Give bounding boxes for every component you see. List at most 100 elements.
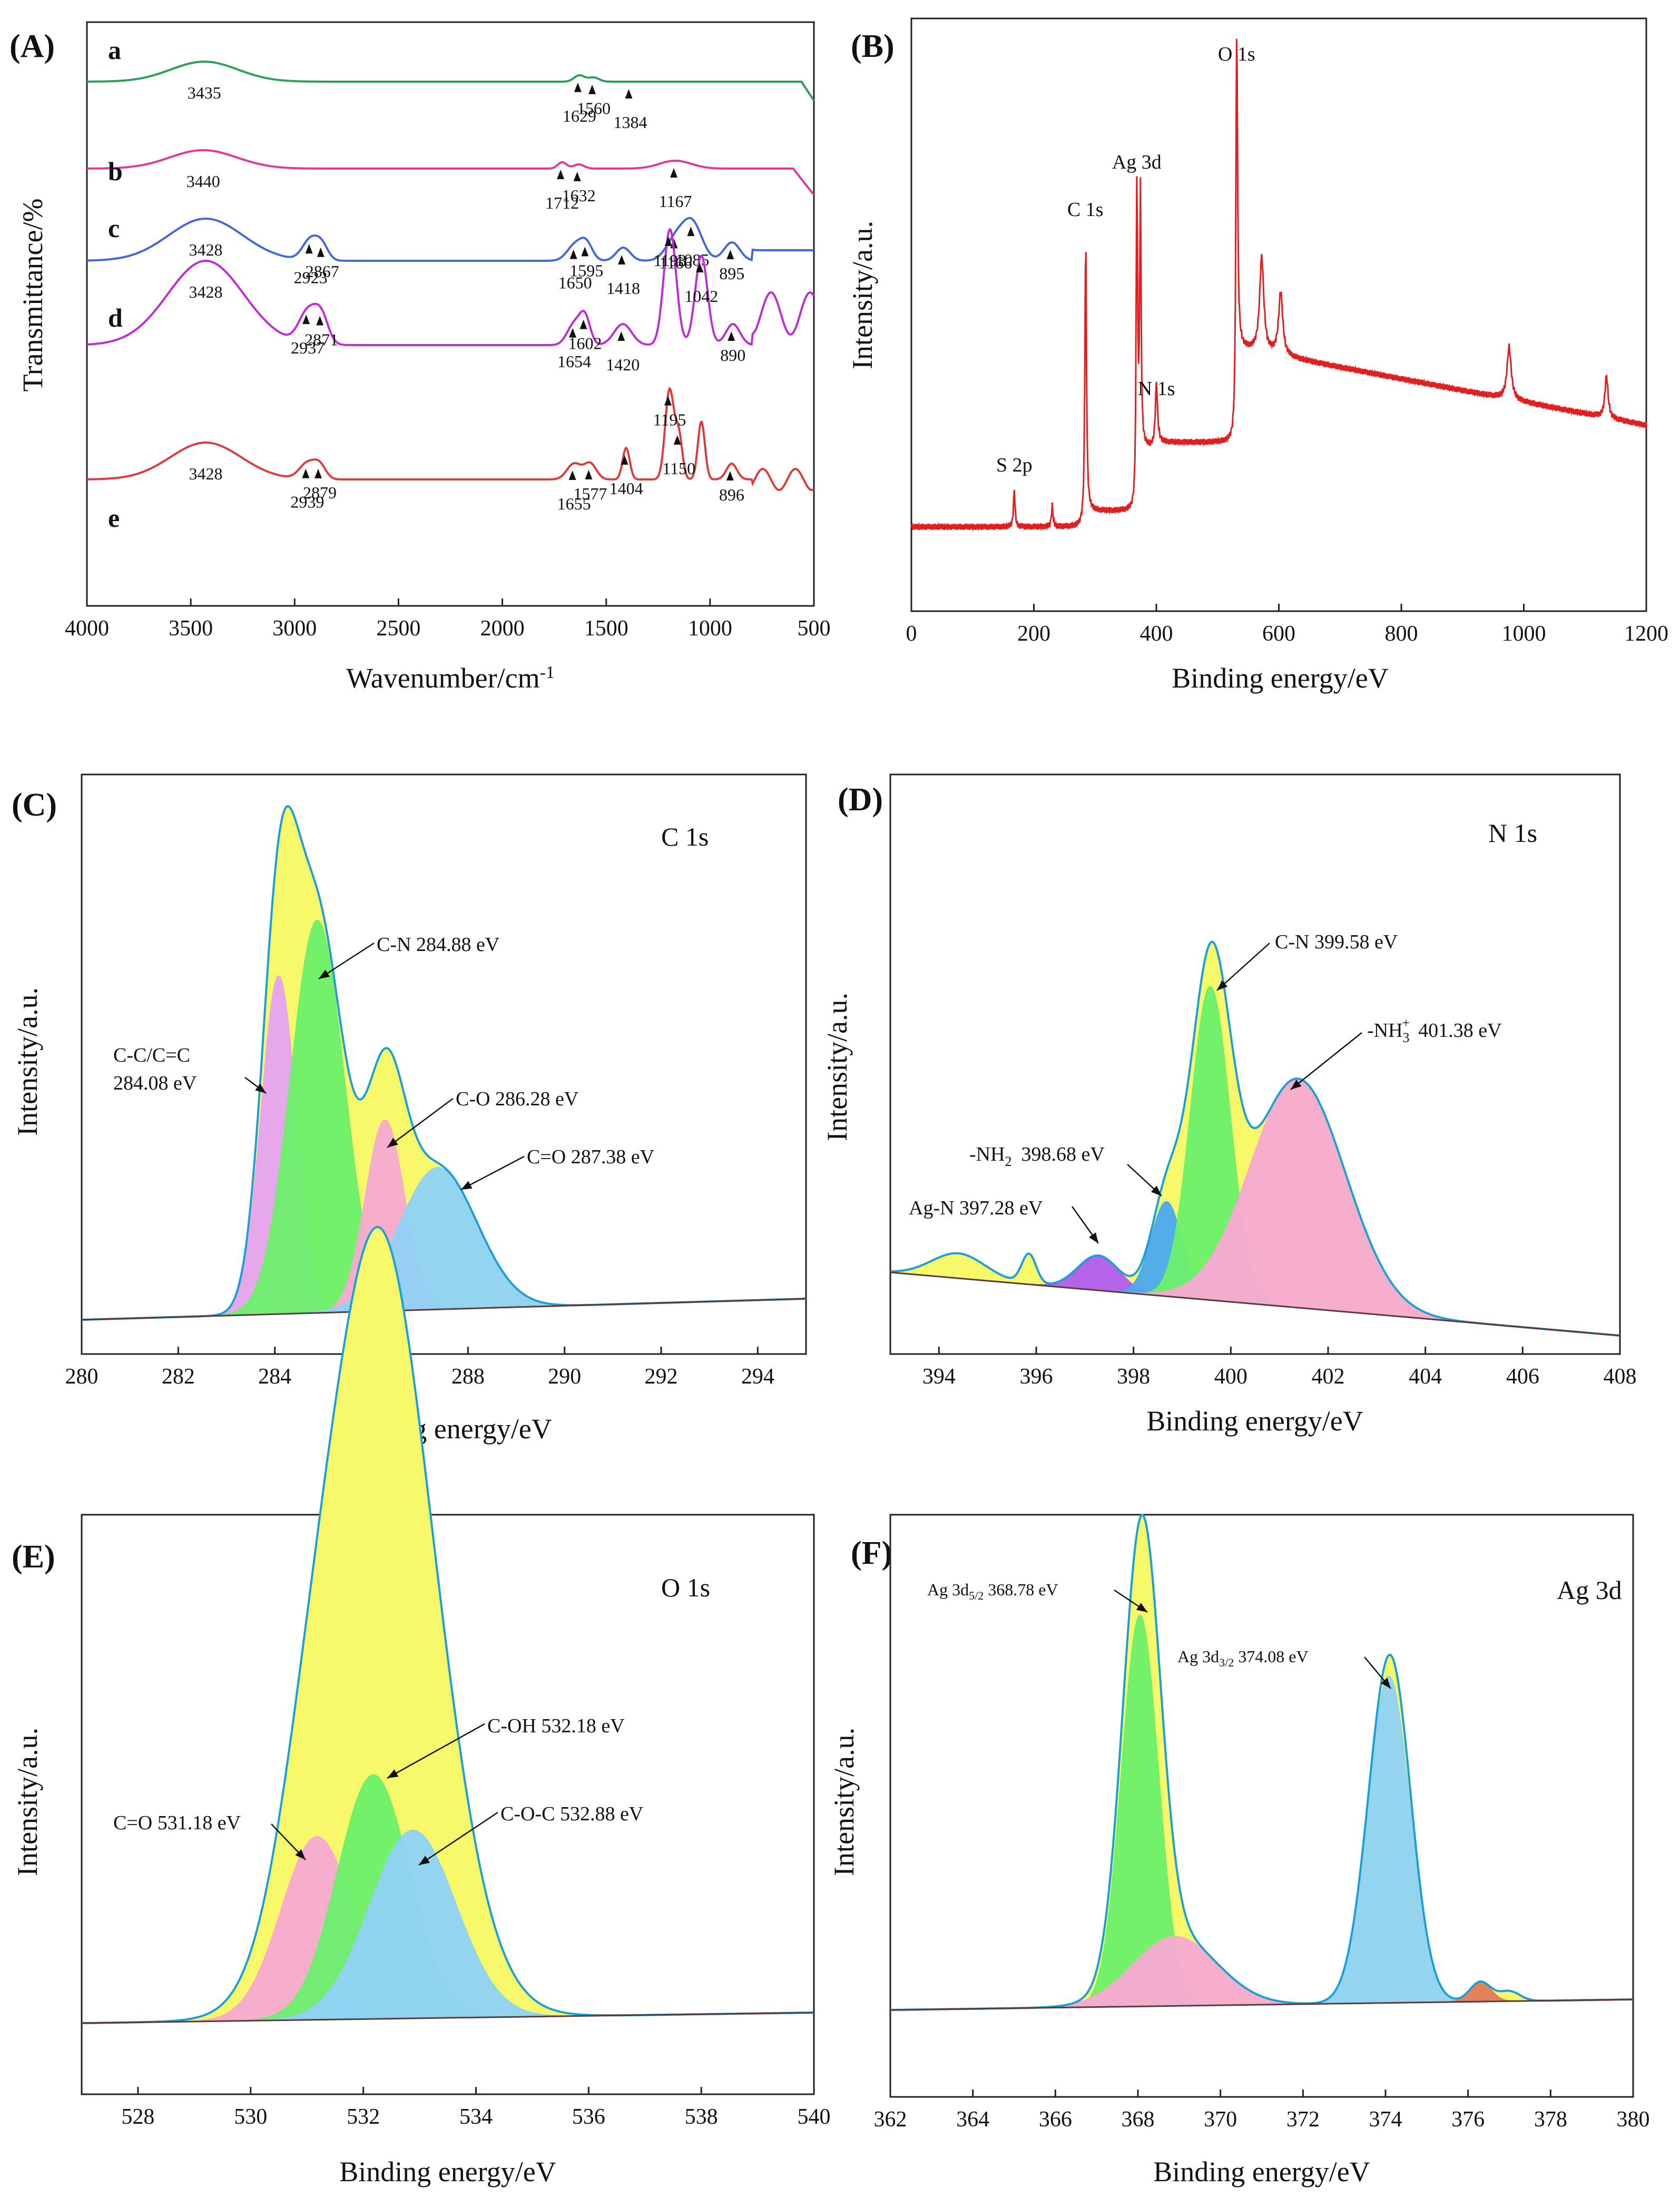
ftir-peak-marker: [621, 455, 628, 465]
ftir-peak-marker: [302, 468, 310, 478]
ftir-peak-marker: [625, 89, 633, 99]
e-arrow-coh: [387, 1723, 485, 1779]
c-arrow-co-head: [387, 1137, 398, 1147]
panel-b-xtick-label: 1000: [1502, 622, 1546, 646]
panel-d-label: (D): [838, 782, 883, 818]
c-arrow-ccc-head: [255, 1083, 266, 1093]
panel-b-xtick-label: 600: [1262, 622, 1295, 646]
ftir-peak-label: 1595: [569, 261, 603, 280]
panel-e-xtick-label: 538: [685, 2105, 718, 2129]
ftir-curve-label-e: e: [108, 503, 120, 533]
ftir-peak-marker: [316, 316, 324, 326]
panel-c-title: C 1s: [661, 822, 709, 851]
f-arrow-d32-head: [1381, 1678, 1391, 1689]
d-label-nh3: -NH3+ 401.38 eV: [1367, 1015, 1502, 1045]
ftir-curve-label-d: d: [108, 303, 123, 332]
ftir-peak-label: 2939: [290, 493, 324, 512]
c-label-c=o: C=O 287.38 eV: [527, 1146, 655, 1168]
ftir-curve-c: [87, 217, 814, 262]
panel-e-xtick-label: 530: [234, 2105, 267, 2129]
ftir-peak-label: 2867: [306, 262, 339, 281]
ftir-peak-label: 1577: [573, 484, 607, 503]
survey-peak-label: O 1s: [1218, 43, 1255, 65]
panel-f-title: Ag 3d: [1557, 1575, 1622, 1605]
ftir-curve-label-b: b: [108, 156, 123, 186]
ftir-peak-marker: [574, 82, 582, 92]
ftir-peak-label: 1632: [562, 186, 596, 205]
c-label-ccc: C-C/C=C: [113, 1044, 190, 1066]
ftir-peak-label: 2923: [294, 268, 328, 287]
ftir-peak-marker: [569, 249, 577, 259]
survey-peak-label: C 1s: [1067, 199, 1104, 221]
ftir-peak-marker: [726, 471, 734, 480]
panel-f-xtick-label: 362: [874, 2107, 907, 2132]
panel-a-frame: [86, 21, 815, 607]
panel-e-background-line: [81, 2012, 814, 2024]
panel-a-xtick-label: 4000: [65, 616, 109, 641]
panel-f-xtick-label: 374: [1369, 2107, 1402, 2132]
ftir-peak-marker: [617, 331, 625, 341]
ftir-peak-label: 1654: [557, 352, 591, 371]
panel-f-xtick-label: 376: [1451, 2107, 1485, 2132]
ftir-curve-e: [86, 386, 815, 492]
d-label-nh2: -NH2 398.68 eV: [969, 1143, 1105, 1169]
e-label-coc: C-O-C 532.88 eV: [500, 1803, 644, 1825]
panel-f: (F) 362 364 366 368 370 372 374 376 378 380 Ag 3d…: [828, 1514, 1650, 2188]
ftir-peak-label: 896: [719, 485, 744, 504]
ftir-peak-label: 1560: [577, 99, 611, 118]
ftir-peak-label: 2871: [304, 330, 338, 349]
panel-c: (C) 280282284286288290292294 C 1s C-C/C=…: [12, 773, 807, 1445]
panel-e: (E) 528 530 532 534 536 538 540 O 1s C=O 531.1…: [12, 1225, 831, 2188]
panel-e-xtick-label: 534: [459, 2105, 493, 2129]
panel-a-xtick-label: 1000: [688, 616, 732, 641]
panel-f-xtick-label: 364: [956, 2107, 989, 2132]
ftir-peak-label: 1150: [662, 459, 695, 478]
panel-c-xtick-label: 280: [65, 1365, 99, 1389]
c-arrow-co: [387, 1097, 454, 1149]
panel-f-label: (F): [851, 1535, 892, 1571]
ftir-peak-label: 890: [720, 346, 745, 365]
panel-f-xtick-label: 366: [1039, 2107, 1072, 2132]
panel-f-xtick-label: 372: [1286, 2107, 1320, 2132]
panel-b-xlabel: Binding energy/eV: [1172, 662, 1388, 694]
c-arrow-c=o-head: [461, 1181, 473, 1190]
survey-peak-label: N 1s: [1138, 378, 1175, 400]
panel-c-frame: [81, 773, 807, 1355]
panel-d-ylabel: Intensity/a.u.: [821, 993, 853, 1141]
ftir-peak-label: 3435: [188, 83, 221, 102]
ftir-peak-label: 3440: [186, 172, 220, 191]
ftir-peak-marker: [687, 227, 695, 237]
ftir-peak-marker: [696, 262, 704, 272]
panel-c-xtick-label: 282: [162, 1365, 195, 1389]
ftir-peak-marker: [579, 319, 587, 329]
ftir-peak-marker: [670, 168, 678, 178]
d-arrow-nh3: [1290, 1032, 1362, 1090]
panel-a-xlabel: Wavenumber/cm-1: [346, 662, 555, 694]
panel-a: (A) 4000 3500 3000 2500 2000 1500 1000 500 a 343…: [9, 21, 831, 694]
panel-c-xtick-label: 292: [645, 1365, 678, 1389]
panel-c-label: (C): [12, 787, 57, 823]
panel-a-label: (A): [9, 28, 55, 64]
ftir-peak-label: 2937: [291, 338, 325, 357]
ftir-peak-label: 1650: [558, 273, 592, 292]
panel-a-xtick-label: 3500: [169, 616, 213, 641]
ftir-peak-label: 1602: [568, 334, 602, 353]
panel-d-xtick-label: 396: [1020, 1365, 1053, 1389]
panel-b-xtick-label: 800: [1385, 622, 1418, 646]
panel-d-xlabel: Binding energy/eV: [1146, 1405, 1363, 1437]
panel-c-ylabel: Intensity/a.u.: [12, 987, 43, 1136]
panel-e-xtick-label: 528: [121, 2105, 154, 2129]
ftir-peak-label: 1629: [563, 106, 596, 125]
panel-a-ylabel: Transmittance/%: [17, 199, 48, 392]
c-label-cn: C-N 284.88 eV: [377, 934, 500, 956]
panel-e-xtick-label: 532: [347, 2105, 380, 2129]
ftir-peak-marker: [317, 247, 325, 257]
ftir-peak-label: 1195: [653, 410, 686, 429]
c-arrow-c=o: [460, 1155, 525, 1191]
panel-f-xlabel: Binding energy/eV: [1153, 2156, 1370, 2188]
ftir-peak-label: 1404: [610, 479, 643, 498]
panel-e-xtick-label: 536: [572, 2105, 605, 2129]
ftir-peak-marker: [568, 470, 576, 480]
panel-b: (B) 0 200 400 600 800 1000 1200 S 2p C 1s Ag 3d N…: [847, 17, 1668, 694]
